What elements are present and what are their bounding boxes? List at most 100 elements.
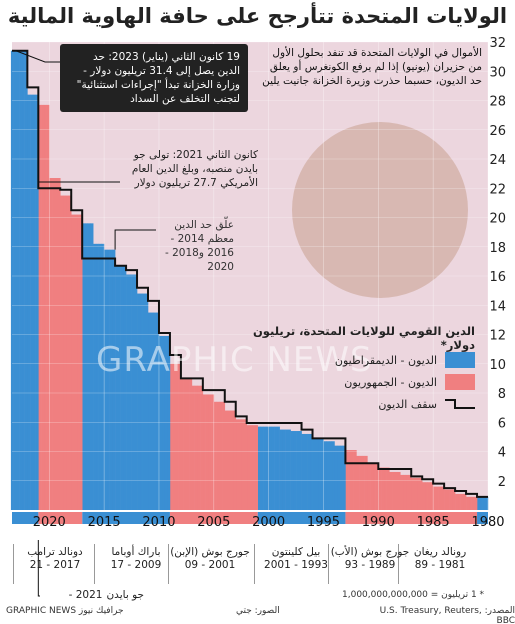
- debt-area-slice: [191, 385, 195, 510]
- president-label: دونالد ترامب 2017 - 21: [15, 546, 95, 572]
- president-label: بيل كلينتون 1993 - 2001: [256, 546, 336, 572]
- timeline-party-band: [345, 512, 478, 524]
- x-tick-label: 2005: [197, 515, 230, 530]
- debt-area-slice: [386, 467, 390, 510]
- debt-area-slice: [312, 438, 316, 510]
- debt-area-slice: [331, 441, 335, 510]
- debt-area-slice: [411, 477, 415, 510]
- biden-leader: [37, 540, 40, 597]
- president-name: رونالد ريغان: [413, 546, 467, 558]
- president-divider: [13, 544, 14, 584]
- debt-area-slice: [274, 426, 278, 510]
- debt-area-slice: [71, 214, 75, 510]
- y-tick-label: 24: [489, 153, 506, 168]
- debt-area-slice: [137, 293, 141, 510]
- y-tick-label: 12: [489, 329, 506, 344]
- graphic-credit: GRAPHIC NEWS جرافيك نيوز: [6, 606, 124, 616]
- debt-area-slice: [290, 431, 294, 510]
- debt-area-slice: [186, 378, 190, 510]
- y-tick-label: 26: [489, 124, 506, 139]
- debt-area-slice: [16, 50, 20, 511]
- legend-rep-label: الديون - الجمهوريون: [344, 375, 437, 389]
- debt-area-slice: [479, 496, 483, 510]
- debt-area-slice: [293, 431, 297, 510]
- legend-ceiling-label: سقف الديون: [378, 397, 437, 411]
- debt-area-slice: [323, 441, 327, 510]
- debt-area-slice: [41, 104, 45, 510]
- president-divider: [168, 544, 169, 584]
- debt-area-slice: [233, 410, 237, 510]
- president-divider: [328, 544, 329, 584]
- president-divider: [94, 544, 95, 584]
- debt-area-slice: [249, 425, 253, 510]
- debt-area-slice: [444, 489, 448, 510]
- debt-area-slice: [389, 471, 393, 510]
- debt-area-slice: [326, 441, 330, 510]
- debt-area-slice: [353, 450, 357, 510]
- debt-area-slice: [361, 455, 365, 510]
- debt-area-slice: [178, 363, 182, 510]
- debt-area-slice: [337, 445, 341, 510]
- debt-area-slice: [252, 425, 256, 510]
- debt-area-slice: [304, 433, 308, 510]
- intro-text: الأموال في الولايات المتحدة قد تنفد بحلو…: [262, 47, 482, 87]
- president-years: 2009 - 17: [110, 559, 162, 571]
- debt-area-slice: [446, 489, 450, 510]
- debt-area-slice: [139, 293, 143, 510]
- debt-area-slice: [112, 249, 116, 511]
- president-years: 2021 -: [68, 589, 103, 601]
- debt-area-slice: [482, 496, 486, 510]
- debt-area-slice: [43, 104, 47, 510]
- debt-area-slice: [230, 410, 234, 510]
- debt-area-slice: [90, 223, 94, 510]
- debt-area-slice: [169, 363, 173, 510]
- y-tick-label: 4: [498, 446, 506, 461]
- callout-suspended-leader: [114, 229, 156, 250]
- debt-area-slice: [408, 474, 412, 510]
- debt-area-slice: [438, 486, 442, 510]
- debt-area-slice: [435, 486, 439, 510]
- debt-area-slice: [63, 195, 67, 510]
- legend-ceiling-swatch: [445, 399, 475, 409]
- debt-area-slice: [364, 455, 368, 510]
- legend-rep-swatch: [445, 374, 475, 390]
- x-tick-label: 1990: [362, 515, 395, 530]
- debt-area-slice: [397, 471, 401, 510]
- debt-area-slice: [24, 50, 28, 511]
- debt-area-slice: [367, 463, 371, 510]
- debt-area-slice: [424, 482, 428, 510]
- debt-area-slice: [370, 463, 374, 510]
- debt-area-slice: [416, 477, 420, 510]
- debt-area-slice: [115, 265, 119, 510]
- debt-ceiling-line: [12, 49, 488, 498]
- president-label: رونالد ريغان 1981 - 89: [400, 546, 480, 572]
- debt-area-slice: [348, 450, 352, 510]
- debt-area-slice: [52, 178, 56, 510]
- debt-area-slice: [320, 438, 324, 510]
- x-tick-label: 1995: [307, 515, 340, 530]
- debt-area-slice: [194, 385, 198, 510]
- y-tick-label: 30: [489, 65, 506, 80]
- debt-area-slice: [372, 463, 376, 510]
- debt-area-slice: [383, 467, 387, 510]
- y-tick-label: 20: [489, 212, 506, 227]
- debt-area-slice: [468, 496, 472, 510]
- debt-area-slice: [222, 401, 226, 510]
- debt-area-slice: [243, 419, 248, 510]
- debt-area-slice: [79, 214, 83, 510]
- president-name: جو بايدن: [106, 589, 144, 601]
- debt-area-slice: [224, 410, 228, 510]
- debt-area-slice: [167, 335, 171, 510]
- y-tick-label: 6: [498, 416, 506, 431]
- y-tick-label: 2: [498, 475, 506, 490]
- legend-rep: الديون - الجمهوريون: [344, 374, 475, 390]
- y-tick-label: 18: [489, 241, 506, 256]
- debt-area-slice: [57, 178, 61, 510]
- debt-area-slice: [131, 274, 135, 510]
- y-tick-label: 14: [489, 299, 506, 314]
- debt-area-slice: [82, 223, 86, 510]
- debt-area-slice: [350, 450, 354, 510]
- callout-2023-leader: [15, 50, 60, 63]
- debt-area-slice: [263, 426, 267, 510]
- debt-area-slice: [134, 274, 138, 510]
